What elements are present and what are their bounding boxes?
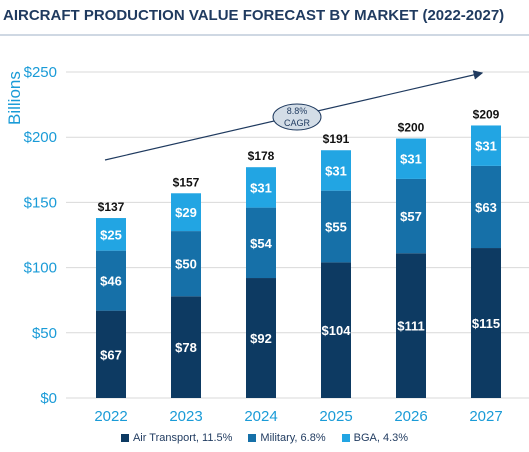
data-label: $115: [472, 316, 500, 331]
legend-item: BGA, 4.3%: [341, 432, 409, 444]
cagr-value: 8.8%: [287, 106, 308, 116]
bar-segment: [171, 231, 201, 297]
legend-label: Air Transport, 11.5%: [132, 432, 233, 444]
cagr-bubble: [272, 103, 322, 131]
y-tick-label: $150: [24, 194, 57, 211]
data-label: $31: [475, 139, 497, 154]
bar-segment: [246, 207, 276, 279]
data-label: $25: [100, 227, 122, 242]
total-label: $137: [98, 200, 125, 214]
data-label: $54: [250, 236, 272, 251]
total-label: $178: [248, 149, 275, 163]
cagr-caption: CAGR: [284, 118, 311, 128]
legend-item: Air Transport, 11.5%: [120, 432, 233, 444]
y-tick-label: $0: [40, 390, 57, 407]
data-label: $111: [397, 319, 425, 334]
y-tick-label: $250: [24, 64, 57, 81]
total-label: $191: [323, 132, 350, 146]
legend-swatch: [120, 434, 129, 443]
legend-swatch: [341, 434, 350, 443]
bar-segment: [321, 150, 351, 191]
bar-segment: [171, 193, 201, 232]
data-label: $31: [325, 163, 347, 178]
data-label: $31: [400, 152, 422, 167]
bar-segment: [96, 250, 126, 311]
legend-label: BGA, 4.3%: [353, 432, 409, 444]
legend-item: Military, 6.8%: [248, 432, 326, 444]
chart-legend: Air Transport, 11.5% Military, 6.8% BGA, 4…: [0, 432, 529, 444]
chart-title: AIRCRAFT PRODUCTION VALUE FORECAST BY MA…: [3, 7, 505, 24]
data-label: $67: [100, 347, 122, 362]
legend-swatch: [248, 434, 257, 443]
data-label: $46: [100, 274, 122, 289]
x-tick-label: 2024: [244, 408, 277, 425]
total-label: $157: [173, 175, 200, 189]
bar-segment: [471, 165, 501, 249]
data-label: $104: [322, 323, 352, 338]
bar-segment: [396, 138, 426, 179]
data-label: $63: [475, 200, 497, 215]
data-label: $50: [175, 257, 197, 272]
bar-segment: [471, 248, 501, 398]
y-tick-label: $200: [24, 129, 57, 146]
x-tick-label: 2026: [394, 408, 427, 425]
y-tick-label: $100: [24, 260, 57, 277]
x-tick-label: 2022: [94, 408, 127, 425]
bar-segment: [246, 167, 276, 208]
data-label: $92: [250, 331, 272, 346]
title-divider: [0, 34, 529, 36]
data-label: $78: [175, 340, 197, 355]
bar-segment: [171, 296, 201, 398]
legend-label: Military, 6.8%: [260, 432, 326, 444]
x-tick-label: 2023: [169, 408, 202, 425]
bar-segment: [246, 278, 276, 398]
bar-segment: [96, 218, 126, 251]
bar-segment: [396, 253, 426, 398]
total-label: $209: [473, 107, 500, 121]
y-tick-label: $50: [32, 325, 57, 342]
data-label: $29: [175, 205, 197, 220]
bar-segment: [321, 262, 351, 398]
data-label: $57: [400, 209, 422, 224]
bar-segment: [96, 310, 126, 398]
x-tick-label: 2025: [319, 408, 352, 425]
bar-segment: [396, 178, 426, 254]
data-label: $31: [250, 180, 272, 195]
x-tick-label: 2027: [469, 408, 502, 425]
bar-segment: [321, 190, 351, 263]
data-label: $55: [325, 220, 347, 235]
total-label: $200: [398, 121, 425, 135]
bar-segment: [471, 125, 501, 166]
